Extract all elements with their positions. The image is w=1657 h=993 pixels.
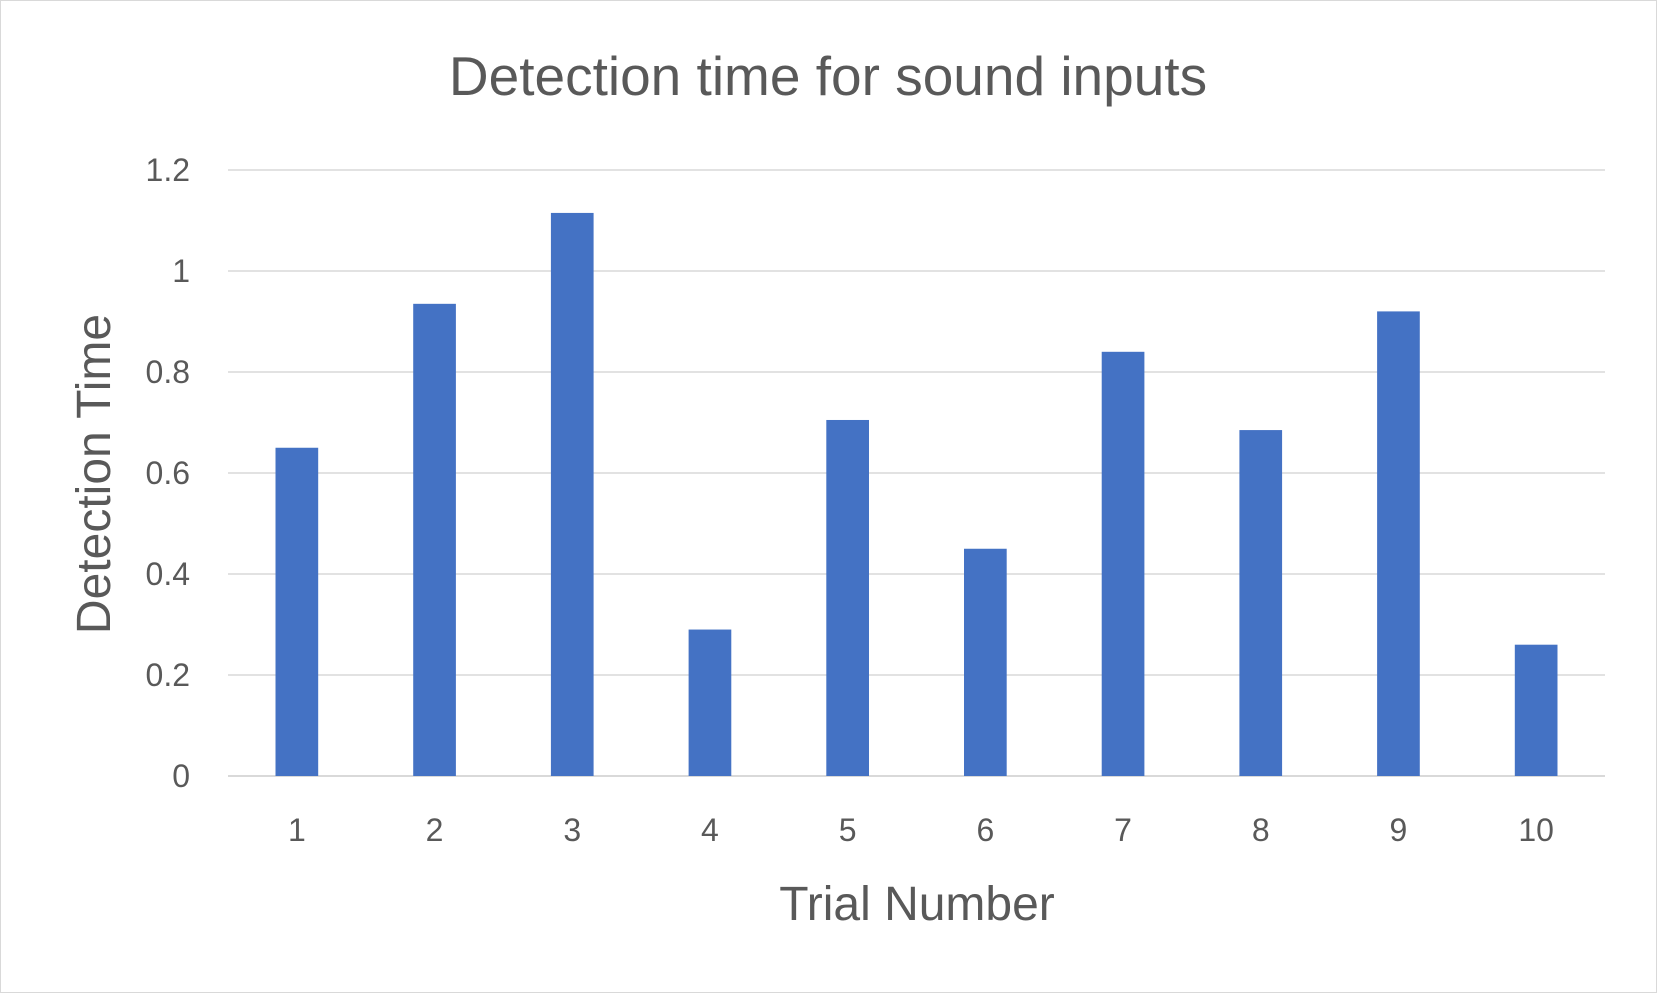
y-tick-label: 0.6 [146, 455, 190, 491]
y-tick-label: 0.8 [146, 354, 190, 390]
x-tick-label: 6 [976, 812, 994, 848]
y-tick-label: 0.2 [146, 657, 190, 693]
bar-trial-7 [1101, 351, 1145, 776]
y-axis-title: Detection Time [68, 314, 121, 634]
x-tick-label: 10 [1518, 812, 1554, 848]
x-tick-label: 9 [1390, 812, 1408, 848]
bar-trial-1 [275, 447, 319, 776]
y-tick-label: 0 [172, 758, 190, 794]
bars [275, 212, 1558, 777]
x-tick-label: 1 [288, 812, 306, 848]
x-tick-label: 2 [426, 812, 444, 848]
x-axis-title: Trial Number [779, 878, 1055, 931]
bar-trial-10 [1514, 644, 1558, 776]
bar-trial-4 [688, 629, 732, 776]
y-tick-label: 0.4 [146, 556, 190, 592]
x-tick-label: 8 [1252, 812, 1270, 848]
bar-trial-5 [826, 419, 869, 776]
y-tick-label: 1.2 [146, 152, 190, 188]
y-axis-ticks: 0 0.2 0.4 0.6 0.8 1 1.2 [146, 152, 190, 794]
x-axis-ticks: 1 2 3 4 5 6 7 8 9 10 [288, 812, 1554, 848]
chart-title: Detection time for sound inputs [449, 45, 1207, 107]
bar-trial-2 [413, 303, 456, 776]
x-tick-label: 3 [563, 812, 581, 848]
x-tick-label: 7 [1114, 812, 1132, 848]
x-tick-label: 4 [701, 812, 719, 848]
x-tick-label: 5 [839, 812, 857, 848]
bar-trial-6 [964, 548, 1007, 776]
y-tick-label: 1 [172, 253, 190, 289]
gridlines [228, 169, 1605, 777]
bar-trial-8 [1239, 430, 1283, 776]
bar-trial-9 [1377, 311, 1420, 776]
bar-trial-3 [550, 212, 594, 777]
